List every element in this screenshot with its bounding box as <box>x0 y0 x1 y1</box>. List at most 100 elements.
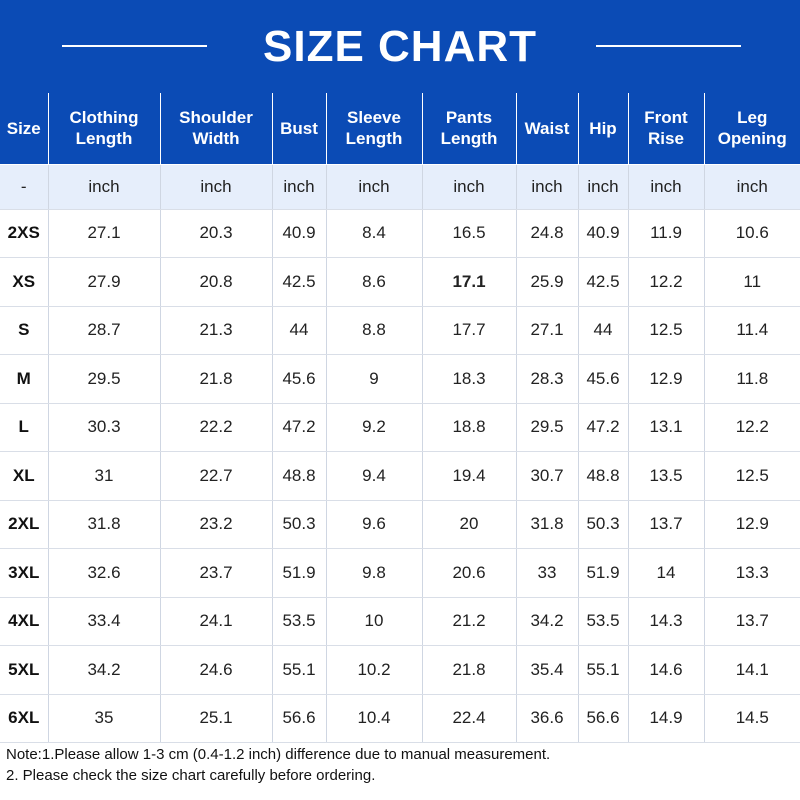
value-cell: 9.8 <box>326 548 423 598</box>
value-cell: 9.4 <box>326 451 423 501</box>
column-header: Hip <box>578 93 629 165</box>
table-row: 3XL 32.6 23.7 51.9 9.8 20.6 33 51.9 14 13.3 <box>0 548 800 598</box>
value-cell: 9.2 <box>326 403 423 452</box>
value-cell: 10.2 <box>326 645 423 695</box>
value-cell: 10.4 <box>326 694 423 743</box>
table-row: 2XL 31.8 23.2 50.3 9.6 20 31.8 50.3 13.7 12.9 <box>0 500 800 549</box>
value-cell: 11.4 <box>704 306 800 355</box>
value-cell: 14.1 <box>704 645 800 695</box>
value-cell: 21.8 <box>422 645 517 695</box>
size-cell: S <box>0 306 49 355</box>
value-cell: 40.9 <box>578 209 629 258</box>
column-header: Sleeve Length <box>326 93 423 165</box>
unit-cell: inch <box>628 164 705 210</box>
value-cell: 14.5 <box>704 694 800 743</box>
value-cell: 19.4 <box>422 451 517 501</box>
value-cell: 22.2 <box>160 403 273 452</box>
notes: Note:1.Please allow 1-3 cm (0.4-1.2 inch… <box>6 744 796 786</box>
value-cell: 25.9 <box>516 257 579 307</box>
value-cell: 24.6 <box>160 645 273 695</box>
size-cell: 4XL <box>0 597 49 646</box>
value-cell: 24.1 <box>160 597 273 646</box>
value-cell: 11.8 <box>704 354 800 404</box>
value-cell: 11 <box>704 257 800 307</box>
column-header: Leg Opening <box>704 93 800 165</box>
value-cell: 44 <box>578 306 629 355</box>
value-cell: 44 <box>272 306 327 355</box>
column-header: Pants Length <box>422 93 517 165</box>
value-cell: 31.8 <box>516 500 579 549</box>
value-cell: 48.8 <box>578 451 629 501</box>
value-cell: 28.3 <box>516 354 579 404</box>
value-cell: 14 <box>628 548 705 598</box>
value-cell: 25.1 <box>160 694 273 743</box>
value-cell: 21.3 <box>160 306 273 355</box>
size-cell: 6XL <box>0 694 49 743</box>
table-row: M 29.5 21.8 45.6 9 18.3 28.3 45.6 12.9 11.8 <box>0 354 800 404</box>
value-cell: 18.3 <box>422 354 517 404</box>
chart-header: SIZE CHART <box>0 0 800 93</box>
value-cell: 16.5 <box>422 209 517 258</box>
value-cell: 50.3 <box>578 500 629 549</box>
size-cell: 5XL <box>0 645 49 695</box>
value-cell: 17.1 <box>422 257 517 307</box>
value-cell: 31.8 <box>48 500 161 549</box>
column-header: Clothing Length <box>48 93 161 165</box>
value-cell: 35.4 <box>516 645 579 695</box>
value-cell: 12.9 <box>704 500 800 549</box>
value-cell: 30.7 <box>516 451 579 501</box>
header-rule-right <box>596 45 741 47</box>
value-cell: 14.9 <box>628 694 705 743</box>
value-cell: 13.5 <box>628 451 705 501</box>
table-row: 4XL 33.4 24.1 53.5 10 21.2 34.2 53.5 14.3 13.7 <box>0 597 800 646</box>
unit-cell: inch <box>326 164 423 210</box>
table-row: S 28.7 21.3 44 8.8 17.7 27.1 44 12.5 11.4 <box>0 306 800 355</box>
table-row: XS 27.9 20.8 42.5 8.6 17.1 25.9 42.5 12.2 11 <box>0 257 800 307</box>
value-cell: 45.6 <box>272 354 327 404</box>
table-row: XL 31 22.7 48.8 9.4 19.4 30.7 48.8 13.5 12.5 <box>0 451 800 501</box>
table-row: 6XL 35 25.1 56.6 10.4 22.4 36.6 56.6 14.9 14.5 <box>0 694 800 743</box>
unit-row: - inch inch inch inch inch inch inch inc… <box>0 164 800 210</box>
unit-cell: inch <box>704 164 800 210</box>
value-cell: 28.7 <box>48 306 161 355</box>
value-cell: 36.6 <box>516 694 579 743</box>
value-cell: 17.7 <box>422 306 517 355</box>
value-cell: 33 <box>516 548 579 598</box>
value-cell: 42.5 <box>578 257 629 307</box>
note-line-1: Note:1.Please allow 1-3 cm (0.4-1.2 inch… <box>6 746 551 763</box>
value-cell: 12.5 <box>628 306 705 355</box>
value-cell: 12.9 <box>628 354 705 404</box>
note-line-2: 2. Please check the size chart carefully… <box>6 767 376 784</box>
value-cell: 23.2 <box>160 500 273 549</box>
value-cell: 22.7 <box>160 451 273 501</box>
value-cell: 11.9 <box>628 209 705 258</box>
unit-cell: - <box>0 164 49 210</box>
value-cell: 12.5 <box>704 451 800 501</box>
value-cell: 42.5 <box>272 257 327 307</box>
value-cell: 14.6 <box>628 645 705 695</box>
value-cell: 12.2 <box>628 257 705 307</box>
column-header: Bust <box>272 93 327 165</box>
value-cell: 22.4 <box>422 694 517 743</box>
value-cell: 13.7 <box>704 597 800 646</box>
value-cell: 29.5 <box>516 403 579 452</box>
value-cell: 55.1 <box>578 645 629 695</box>
column-header: Size <box>0 93 49 165</box>
value-cell: 10 <box>326 597 423 646</box>
value-cell: 20.8 <box>160 257 273 307</box>
value-cell: 31 <box>48 451 161 501</box>
value-cell: 29.5 <box>48 354 161 404</box>
value-cell: 24.8 <box>516 209 579 258</box>
value-cell: 56.6 <box>578 694 629 743</box>
value-cell: 13.1 <box>628 403 705 452</box>
column-header: Front Rise <box>628 93 705 165</box>
size-cell: M <box>0 354 49 404</box>
table-row: 5XL 34.2 24.6 55.1 10.2 21.8 35.4 55.1 14.6 14.1 <box>0 645 800 695</box>
value-cell: 34.2 <box>516 597 579 646</box>
value-cell: 47.2 <box>272 403 327 452</box>
value-cell: 32.6 <box>48 548 161 598</box>
value-cell: 33.4 <box>48 597 161 646</box>
value-cell: 8.6 <box>326 257 423 307</box>
value-cell: 23.7 <box>160 548 273 598</box>
unit-cell: inch <box>422 164 517 210</box>
